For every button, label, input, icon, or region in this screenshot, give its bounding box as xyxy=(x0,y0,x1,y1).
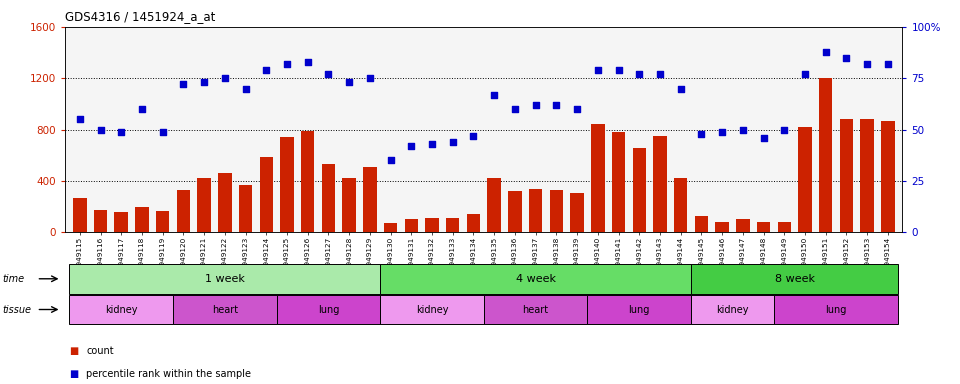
Bar xyxy=(301,131,315,232)
Point xyxy=(818,48,833,55)
Text: 1 week: 1 week xyxy=(204,274,245,284)
Bar xyxy=(633,147,646,232)
Point xyxy=(300,59,316,65)
Point xyxy=(859,61,875,67)
Text: 8 week: 8 week xyxy=(775,274,815,284)
Bar xyxy=(550,190,564,232)
Text: percentile rank within the sample: percentile rank within the sample xyxy=(86,369,252,379)
Point xyxy=(632,71,647,77)
Bar xyxy=(736,220,750,232)
Text: heart: heart xyxy=(212,305,238,314)
Point xyxy=(155,129,170,135)
Text: time: time xyxy=(2,274,24,284)
Text: tissue: tissue xyxy=(2,305,31,314)
Point xyxy=(528,102,543,108)
Bar xyxy=(239,185,252,232)
Bar xyxy=(156,211,169,232)
Point xyxy=(342,79,357,85)
Bar xyxy=(570,193,584,232)
Point xyxy=(756,135,771,141)
Point xyxy=(798,71,813,77)
Bar xyxy=(881,121,895,232)
Text: lung: lung xyxy=(318,305,339,314)
Text: ■: ■ xyxy=(69,346,79,356)
Bar xyxy=(488,179,501,232)
Bar xyxy=(695,216,708,232)
Point xyxy=(735,126,751,132)
Bar xyxy=(674,179,687,232)
Point xyxy=(880,61,896,67)
Point xyxy=(424,141,440,147)
Point xyxy=(652,71,667,77)
Point xyxy=(590,67,606,73)
Bar xyxy=(343,179,356,232)
Point xyxy=(694,131,709,137)
Point xyxy=(134,106,150,112)
Bar xyxy=(425,218,439,232)
Point xyxy=(673,85,688,91)
Text: kidney: kidney xyxy=(105,305,137,314)
Point xyxy=(714,129,730,135)
Text: kidney: kidney xyxy=(716,305,749,314)
Point xyxy=(93,126,108,132)
Bar xyxy=(799,127,812,232)
Point xyxy=(238,85,253,91)
Point xyxy=(72,116,87,122)
Bar xyxy=(840,119,853,232)
Text: 4 week: 4 week xyxy=(516,274,556,284)
Text: ■: ■ xyxy=(69,369,79,379)
Text: count: count xyxy=(86,346,114,356)
Bar xyxy=(177,190,190,232)
Bar xyxy=(363,167,376,232)
Text: lung: lung xyxy=(826,305,847,314)
Point xyxy=(839,55,854,61)
Bar xyxy=(653,136,666,232)
Bar xyxy=(778,222,791,232)
Point xyxy=(197,79,212,85)
Point xyxy=(507,106,522,112)
Point xyxy=(279,61,295,67)
Point xyxy=(258,67,274,73)
Bar xyxy=(404,220,418,232)
Text: GDS4316 / 1451924_a_at: GDS4316 / 1451924_a_at xyxy=(65,10,216,23)
Bar xyxy=(280,137,294,232)
Point xyxy=(176,81,191,88)
Point xyxy=(487,92,502,98)
Bar xyxy=(591,124,605,232)
Bar xyxy=(819,78,832,232)
Point xyxy=(549,102,564,108)
Point xyxy=(777,126,792,132)
Point xyxy=(611,67,626,73)
Point xyxy=(321,71,336,77)
Bar xyxy=(198,179,211,232)
Text: heart: heart xyxy=(522,305,549,314)
Bar xyxy=(467,214,480,232)
Bar xyxy=(860,119,874,232)
Point xyxy=(113,129,129,135)
Bar xyxy=(114,212,128,232)
Point xyxy=(445,139,461,145)
Bar xyxy=(529,189,542,232)
Bar xyxy=(94,210,108,232)
Point xyxy=(569,106,585,112)
Point xyxy=(403,143,419,149)
Bar xyxy=(508,191,521,232)
Point xyxy=(362,75,377,81)
Bar xyxy=(384,223,397,232)
Bar xyxy=(218,173,231,232)
Point xyxy=(466,133,481,139)
Bar xyxy=(259,157,273,232)
Text: kidney: kidney xyxy=(416,305,448,314)
Point xyxy=(383,157,398,164)
Bar xyxy=(446,218,460,232)
Bar xyxy=(756,222,770,232)
Bar xyxy=(73,198,86,232)
Bar xyxy=(612,132,625,232)
Text: lung: lung xyxy=(629,305,650,314)
Bar xyxy=(135,207,149,232)
Bar xyxy=(715,222,729,232)
Point xyxy=(217,75,232,81)
Bar xyxy=(322,164,335,232)
